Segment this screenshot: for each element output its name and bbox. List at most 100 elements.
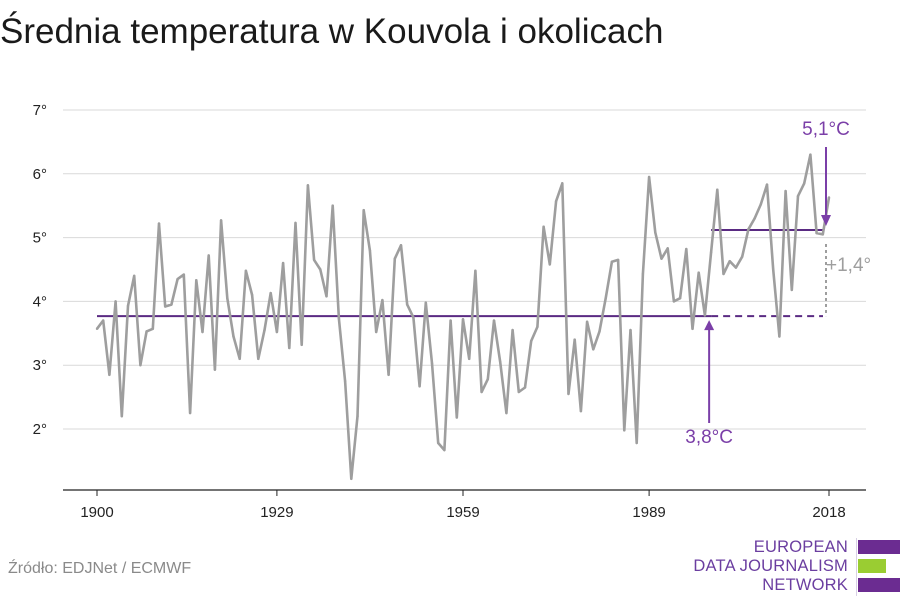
temperature-point <box>778 335 781 338</box>
temperature-point <box>102 319 105 322</box>
temperature-point <box>623 429 626 432</box>
temperature-point <box>647 175 651 179</box>
temperature-point <box>703 314 707 317</box>
temperature-point <box>610 260 614 264</box>
temperature-point <box>126 304 130 308</box>
temperature-point <box>151 327 155 331</box>
temperature-point <box>716 188 719 191</box>
series-layer <box>95 153 831 481</box>
axis-layer: 1900 1929 1959 1989 2018 <box>63 489 866 521</box>
temperature-point <box>809 153 812 156</box>
temperature-point <box>337 317 341 320</box>
temperature-point <box>436 441 440 445</box>
temperature-point <box>418 385 421 388</box>
y-tick-label: 5° <box>33 230 47 247</box>
temperature-point <box>412 316 415 319</box>
temperature-point <box>182 273 186 276</box>
temperature-point <box>709 251 713 254</box>
temperature-point <box>201 330 204 334</box>
temperature-point <box>567 392 570 396</box>
temperature-point <box>306 184 310 187</box>
temperature-point <box>232 335 235 338</box>
logo-divider <box>856 538 857 596</box>
temperature-point <box>827 196 831 199</box>
temperature-point <box>672 300 676 303</box>
temperature-point <box>641 272 645 276</box>
x-tick-label: 2018 <box>812 504 845 521</box>
temperature-point <box>312 258 316 262</box>
temperature-point <box>207 254 210 257</box>
temperature-point <box>381 298 384 302</box>
y-tick-label: 4° <box>33 293 47 310</box>
y-tick-label: 6° <box>33 166 47 183</box>
y-tick-label: 2° <box>33 421 47 438</box>
temperature-point <box>120 415 124 418</box>
temperature-point <box>368 249 372 252</box>
logo-line-3: NETWORK <box>762 576 848 594</box>
temperature-point <box>219 219 223 222</box>
temperature-point <box>747 228 750 231</box>
temperature-point <box>561 182 564 185</box>
temperature-point <box>691 327 694 331</box>
temperature-point <box>226 297 229 300</box>
x-tick-label: 1929 <box>260 504 293 521</box>
recent-value-label: 5,1°C <box>802 119 850 140</box>
temperature-point <box>350 477 353 480</box>
temperature-point <box>517 390 521 394</box>
temperature-point <box>157 222 161 225</box>
temperature-point <box>592 348 595 351</box>
temperature-point <box>486 378 490 381</box>
temperature-point <box>430 362 434 365</box>
temperature-point <box>660 257 663 260</box>
logo-line-1: EUROPEAN <box>753 538 848 556</box>
temperature-point <box>697 271 700 274</box>
temperature-point <box>213 368 217 371</box>
temperature-point <box>455 416 458 419</box>
temperature-point <box>604 297 607 300</box>
x-tick-label: 1900 <box>80 504 113 521</box>
temperature-point <box>523 386 527 389</box>
temperature-point <box>585 320 589 324</box>
temperature-point <box>573 338 576 341</box>
x-tick-label: 1989 <box>632 504 665 521</box>
temperature-point <box>480 390 483 394</box>
temperature-point <box>95 327 99 331</box>
temperature-point <box>499 360 502 364</box>
temperature-point <box>114 300 117 303</box>
temperature-point <box>548 263 552 266</box>
temperature-point <box>492 319 496 322</box>
temperature-point <box>629 328 632 332</box>
temperature-point <box>530 339 533 343</box>
edjnet-logo: EUROPEAN DATA JOURNALISM NETWORK <box>693 538 900 598</box>
annotation-layer: 3,8°C 5,1°C +1,4° <box>685 119 871 448</box>
temperature-point <box>461 318 465 321</box>
temperature-point <box>399 244 403 247</box>
source-note: Źródło: EDJNet / ECMWF <box>8 560 192 577</box>
temperature-point <box>405 303 409 306</box>
x-tick-label: 1959 <box>446 504 479 521</box>
temperature-point <box>740 255 744 258</box>
temperature-point <box>685 247 688 251</box>
temperature-point <box>164 305 167 308</box>
temperature-point <box>790 288 793 292</box>
temperature-point <box>108 373 111 376</box>
temperature-point <box>356 415 359 418</box>
temperature-point <box>288 346 291 350</box>
logo-line-2: DATA JOURNALISM <box>693 557 848 575</box>
temperature-point <box>554 200 558 203</box>
logo-bar-top <box>858 540 900 554</box>
temperature-point <box>616 258 620 262</box>
temperature-point <box>275 330 279 334</box>
temperature-point <box>188 411 192 415</box>
temperature-point <box>424 301 427 304</box>
temperature-point <box>734 266 738 269</box>
temperature-point <box>468 357 471 361</box>
temperature-point <box>598 330 601 333</box>
temperature-point <box>474 269 477 272</box>
temperature-point <box>536 325 539 329</box>
temperature-point <box>666 247 669 250</box>
temperature-point <box>449 319 452 322</box>
recent-arrow-head <box>821 214 831 226</box>
logo-bar-bottom <box>858 578 900 592</box>
temperature-point <box>765 183 769 186</box>
